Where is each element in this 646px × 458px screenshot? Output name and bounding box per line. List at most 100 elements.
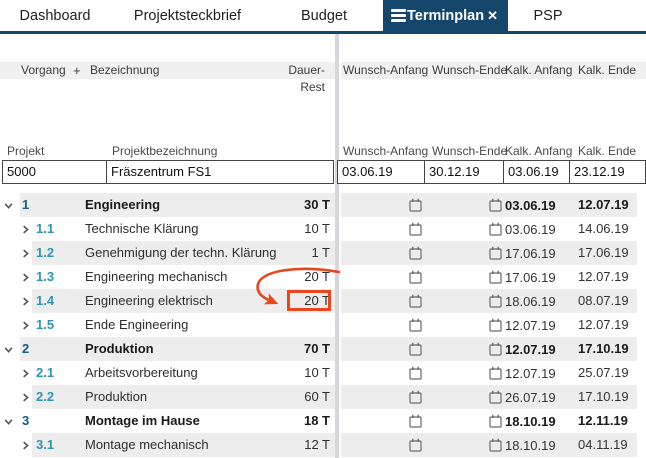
col-wunsch-ende: Wunsch-Ende: [432, 63, 508, 77]
table-row-2[interactable]: 2 Produktion 70 T 12.07.19 17.10.19: [0, 337, 646, 361]
kalk-anfang-cell[interactable]: 26.07.19: [489, 385, 556, 409]
calendar-icon[interactable]: [409, 270, 422, 287]
tab-psp[interactable]: PSP: [508, 0, 588, 31]
calendar-icon[interactable]: [409, 390, 422, 407]
project-kalk-ende-field[interactable]: 23.12.19: [569, 160, 646, 184]
table-row-1.3[interactable]: 1.3 Engineering mechanisch 20 T 17.06.19…: [0, 265, 646, 289]
chevron-right-icon[interactable]: [21, 321, 30, 330]
calendar-icon[interactable]: [409, 198, 422, 215]
kalk-anfang-cell[interactable]: 03.06.19: [489, 217, 556, 241]
calendar-icon[interactable]: [489, 318, 502, 332]
kalk-anfang-cell[interactable]: 18.10.19: [489, 409, 556, 433]
kalk-anfang-cell[interactable]: 18.06.19: [489, 289, 556, 313]
task-duration: 10 T: [304, 365, 330, 380]
task-number: 1.1: [36, 221, 55, 236]
kalk-anfang-date: 18.10.19: [505, 437, 556, 453]
kalk-ende-date: 08.07.19: [578, 293, 629, 308]
project-kalk-anfang-field[interactable]: 03.06.19: [503, 160, 570, 184]
calendar-icon[interactable]: [409, 414, 422, 431]
calendar-icon[interactable]: [489, 342, 502, 356]
task-name: Technische Klärung: [85, 221, 199, 236]
kalk-anfang-date: 17.06.19: [505, 245, 556, 261]
tab-terminplan[interactable]: Terminplan ✕: [383, 0, 508, 31]
row-shade-right: [341, 433, 637, 457]
chevron-down-icon[interactable]: [4, 417, 13, 426]
hamburger-menu-icon[interactable]: [391, 7, 406, 25]
table-row-2.2[interactable]: 2.2 Produktion 60 T 26.07.19 17.10.19: [0, 385, 646, 409]
calendar-icon[interactable]: [489, 366, 502, 380]
calendar-icon[interactable]: [409, 246, 422, 263]
chevron-right-icon[interactable]: [21, 273, 30, 282]
calendar-icon[interactable]: [409, 366, 422, 383]
col-vorgang: Vorgang: [21, 63, 66, 77]
calendar-icon[interactable]: [489, 222, 502, 236]
chevron-down-icon[interactable]: [4, 345, 13, 354]
chevron-right-icon[interactable]: [21, 225, 30, 234]
kalk-anfang-cell[interactable]: 12.07.19: [489, 361, 556, 385]
task-duration: 12 T: [304, 437, 330, 452]
tab-budget[interactable]: Budget: [265, 0, 383, 31]
task-rows: 1 Engineering 30 T 03.06.19 12.07.19: [0, 193, 646, 457]
col-kalk-ende: Kalk. Ende: [578, 63, 637, 77]
col-bezeichnung: Bezeichnung: [90, 63, 160, 77]
row-shade-right: [341, 337, 637, 361]
calendar-icon[interactable]: [489, 246, 502, 260]
add-task-icon[interactable]: +: [73, 63, 81, 78]
table-row-1.1[interactable]: 1.1 Technische Klärung 10 T 03.06.19 14.…: [0, 217, 646, 241]
calendar-icon[interactable]: [489, 438, 502, 452]
chevron-right-icon[interactable]: [21, 249, 30, 258]
calendar-icon[interactable]: [489, 198, 502, 212]
table-row-1.2[interactable]: 1.2 Genehmigung der techn. Klärung 1 T 1…: [0, 241, 646, 265]
tab-dashboard[interactable]: Dashboard: [0, 0, 110, 31]
calendar-icon[interactable]: [489, 270, 502, 284]
kalk-anfang-cell[interactable]: 03.06.19: [489, 193, 556, 217]
chevron-right-icon[interactable]: [21, 393, 30, 402]
chevron-right-icon[interactable]: [21, 441, 30, 450]
calendar-icon[interactable]: [489, 390, 502, 404]
table-row-1.4[interactable]: 1.4 Engineering elektrisch 20 T 18.06.19…: [0, 289, 646, 313]
project-wunsch-ende-field[interactable]: 30.12.19: [424, 160, 504, 184]
project-name-label: Projektbezeichnung: [112, 144, 218, 158]
calendar-icon[interactable]: [489, 294, 502, 308]
task-number: 3.1: [36, 437, 55, 452]
project-wunsch-anfang-field[interactable]: 03.06.19: [337, 160, 425, 184]
calendar-icon[interactable]: [409, 318, 422, 335]
tab-psp-label: PSP: [533, 7, 563, 24]
kalk-anfang-cell[interactable]: 17.06.19: [489, 265, 556, 289]
table-row-3[interactable]: 3 Montage im Hause 18 T 18.10.19 12.11.1…: [0, 409, 646, 433]
tabbar-underline: [0, 31, 646, 34]
calendar-icon[interactable]: [409, 294, 422, 311]
kalk-anfang-date: 18.10.19: [505, 413, 556, 429]
tab-projektsteckbrief[interactable]: Projektsteckbrief: [110, 0, 265, 31]
kalk-anfang-cell[interactable]: 12.07.19: [489, 313, 556, 337]
close-icon[interactable]: ✕: [487, 8, 498, 23]
chevron-down-icon[interactable]: [4, 201, 13, 210]
calendar-icon[interactable]: [489, 414, 502, 428]
kalk-ende-date: 17.10.19: [578, 389, 629, 404]
project-id-field[interactable]: 5000: [2, 160, 107, 184]
column-header-right-band: [341, 62, 646, 79]
chevron-right-icon[interactable]: [21, 369, 30, 378]
kalk-anfang-cell[interactable]: 18.10.19: [489, 433, 556, 457]
calendar-icon[interactable]: [409, 342, 422, 359]
kalk-anfang-date: 12.07.19: [505, 365, 556, 381]
pane-separator[interactable]: [335, 34, 339, 458]
table-row-1[interactable]: 1 Engineering 30 T 03.06.19 12.07.19: [0, 193, 646, 217]
calendar-icon[interactable]: [409, 222, 422, 239]
kalk-anfang-date: 26.07.19: [505, 389, 556, 405]
row-shade-right: [341, 193, 637, 217]
table-row-2.1[interactable]: 2.1 Arbeitsvorbereitung 10 T 12.07.19 25…: [0, 361, 646, 385]
kalk-anfang-date: 18.06.19: [505, 293, 556, 309]
project-wunsch-anfang-label: Wunsch-Anfang: [343, 144, 429, 158]
project-name-field[interactable]: Fräszentrum FS1: [106, 160, 334, 184]
tab-dashboard-label: Dashboard: [19, 7, 91, 24]
chevron-right-icon[interactable]: [21, 297, 30, 306]
table-row-3.1[interactable]: 3.1 Montage mechanisch 12 T 18.10.19 04.…: [0, 433, 646, 457]
kalk-ende-date: 17.10.19: [578, 341, 629, 356]
task-name: Engineering: [85, 197, 161, 212]
table-row-1.5[interactable]: 1.5 Ende Engineering 12.07.19 12.07.19: [0, 313, 646, 337]
kalk-anfang-cell[interactable]: 12.07.19: [489, 337, 556, 361]
calendar-icon[interactable]: [409, 438, 422, 455]
kalk-anfang-cell[interactable]: 17.06.19: [489, 241, 556, 265]
